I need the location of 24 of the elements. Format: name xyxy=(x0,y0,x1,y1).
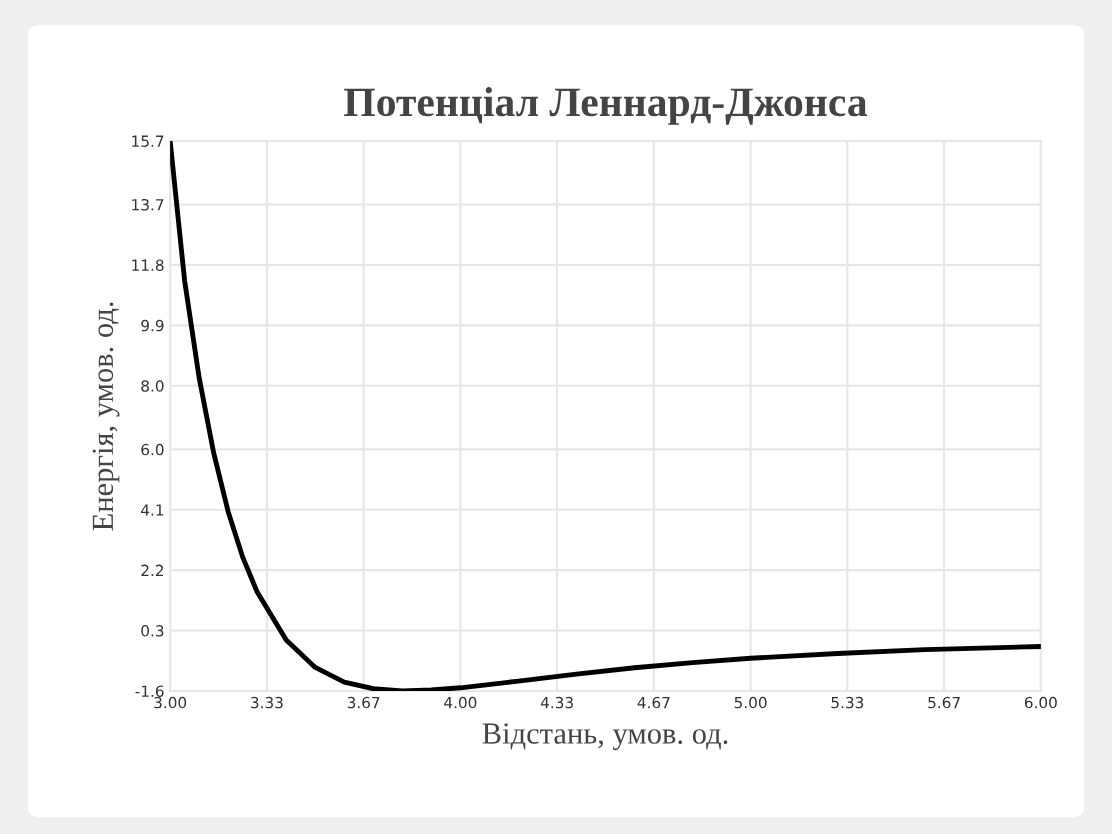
x-tick-label: 5.33 xyxy=(831,696,864,709)
x-tick-label: 6.00 xyxy=(1024,696,1057,709)
x-tick-label: 3.33 xyxy=(251,696,283,709)
x-tick-label: 5.00 xyxy=(734,696,767,709)
y-tick-label: 15.7 xyxy=(132,135,164,147)
line-series xyxy=(170,140,1041,691)
y-axis-title: Енергія, умов. од. xyxy=(92,302,120,531)
y-tick-label: 8.0 xyxy=(141,380,164,392)
y-tick-label: 2.2 xyxy=(141,564,164,576)
x-tick-label: 3.00 xyxy=(154,696,187,709)
x-axis-title: Відстань, умов. од. xyxy=(482,723,728,751)
y-tick-label: 9.9 xyxy=(141,319,164,332)
y-tick-label: 0.3 xyxy=(141,625,164,637)
x-tick-label: 5.67 xyxy=(928,696,960,709)
x-tick-label: 3.67 xyxy=(347,696,380,709)
y-tick-label: 13.7 xyxy=(132,199,164,211)
x-tick-label: 4.00 xyxy=(444,696,477,709)
y-tick-label: -1.6 xyxy=(135,685,164,697)
y-tick-label: 6.0 xyxy=(141,443,164,456)
x-tick-label: 4.33 xyxy=(540,696,573,709)
y-tick-label: 11.8 xyxy=(132,259,164,271)
x-tick-label: 4.67 xyxy=(637,696,670,709)
y-tick-label: 4.1 xyxy=(141,504,164,516)
chart-title: Потенціал Леннард-Джонса xyxy=(344,87,868,125)
